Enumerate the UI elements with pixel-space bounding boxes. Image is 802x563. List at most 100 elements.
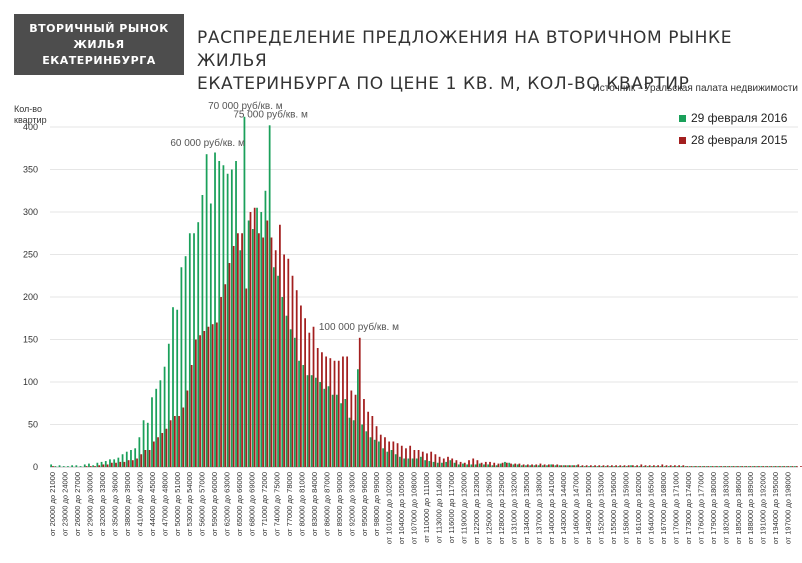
bar-2016 xyxy=(176,309,179,467)
bar-2016 xyxy=(588,466,590,467)
bar-2016 xyxy=(529,465,532,467)
x-tick-label: от 26000 до 27000 xyxy=(73,472,82,536)
bar-2016 xyxy=(285,315,288,467)
bar-2016 xyxy=(352,420,355,467)
bar-2016 xyxy=(205,154,208,467)
bar-2016 xyxy=(722,466,725,467)
bar-2015 xyxy=(220,297,222,467)
bar-2016 xyxy=(138,437,141,467)
x-tick-label: от 149000 до 150000 xyxy=(584,472,593,544)
bar-2015 xyxy=(346,356,349,467)
x-tick-label: от 77000 до 78000 xyxy=(285,472,294,536)
bar-2016 xyxy=(575,465,578,467)
bar-2016 xyxy=(142,420,145,467)
bar-2016 xyxy=(365,431,368,467)
bar-2016 xyxy=(146,422,149,467)
bar-2016 xyxy=(499,463,502,467)
bar-2016 xyxy=(62,466,65,467)
legend-swatch-2016 xyxy=(679,114,686,122)
bar-2015 xyxy=(279,224,281,467)
bar-2015 xyxy=(400,445,403,467)
bar-2015 xyxy=(484,461,487,467)
legend-label-2015: 28 февраля 2015 xyxy=(691,133,788,147)
bar-2015 xyxy=(682,465,685,467)
bar-2016 xyxy=(516,464,519,467)
bar-2016 xyxy=(50,464,53,467)
bar-2016 xyxy=(478,463,481,467)
bar-2016 xyxy=(764,466,767,467)
bar-2016 xyxy=(298,360,300,467)
bar-2015 xyxy=(451,458,454,467)
bar-2015 xyxy=(384,437,386,467)
bar-2015 xyxy=(762,466,765,467)
bar-2015 xyxy=(510,463,512,467)
bar-2015 xyxy=(253,207,256,467)
bar-2016 xyxy=(512,464,515,467)
annotation-label: 100 000 руб/кв. м xyxy=(319,321,399,333)
bar-2015 xyxy=(552,464,554,467)
bar-2015 xyxy=(52,466,54,467)
bar-2015 xyxy=(505,462,508,467)
y-tick-label: 0 xyxy=(33,462,38,472)
bar-2016 xyxy=(243,116,246,468)
bar-2016 xyxy=(773,466,775,467)
bar-2016 xyxy=(449,460,452,467)
x-tick-label: от 143000 до 144000 xyxy=(559,472,568,544)
x-tick-label: от 47000 до 48000 xyxy=(160,472,169,536)
bar-2016 xyxy=(600,466,603,467)
bar-2016 xyxy=(436,462,439,467)
bar-2015 xyxy=(472,458,475,467)
bar-2016 xyxy=(369,437,372,467)
bar-2015 xyxy=(501,462,504,467)
x-tick-label: от 80000 до 81000 xyxy=(297,472,306,536)
bar-2015 xyxy=(358,337,361,467)
bar-2016 xyxy=(676,466,679,467)
x-tick-label: от 50000 до 51000 xyxy=(173,472,182,536)
bar-2016 xyxy=(390,450,393,467)
bar-2016 xyxy=(239,250,242,467)
bar-2015 xyxy=(526,464,529,467)
bar-2015 xyxy=(371,416,374,467)
x-tick-label: от 29000 до 30000 xyxy=(86,472,95,536)
bar-2015 xyxy=(657,465,659,467)
bar-2016 xyxy=(680,466,683,467)
bar-2016 xyxy=(336,394,338,467)
bar-2015 xyxy=(547,464,550,467)
bar-2015 xyxy=(535,464,538,467)
bar-2016 xyxy=(567,465,569,467)
bar-2015 xyxy=(665,465,668,467)
bar-2016 xyxy=(394,454,397,467)
bar-2016 xyxy=(184,256,187,467)
bar-2015 xyxy=(489,461,491,467)
bar-2016 xyxy=(134,448,137,467)
bar-2016 xyxy=(188,233,191,467)
x-tick-label: от 74000 до 75000 xyxy=(273,472,282,536)
bar-2016 xyxy=(382,448,384,467)
bar-2016 xyxy=(609,466,611,467)
bar-2015 xyxy=(707,466,710,467)
bar-2016 xyxy=(546,465,548,467)
bar-2016 xyxy=(697,466,700,467)
bar-2016 xyxy=(378,441,380,467)
x-tick-label: от 113000 до 114000 xyxy=(435,472,444,543)
bar-2016 xyxy=(533,465,536,467)
bar-2016 xyxy=(441,462,443,467)
bar-2015 xyxy=(283,254,285,467)
bar-2016 xyxy=(705,466,708,467)
x-tick-label: от 194000 до 195000 xyxy=(771,472,780,544)
bar-2016 xyxy=(760,466,763,467)
bar-2015 xyxy=(148,450,151,467)
bar-2016 xyxy=(462,463,464,467)
bar-2015 xyxy=(632,465,634,467)
bar-2015 xyxy=(556,464,559,467)
bar-2015 xyxy=(409,445,412,467)
bar-2015 xyxy=(392,441,395,467)
bar-2016 xyxy=(638,466,641,467)
bar-2015 xyxy=(531,464,533,467)
bar-2015 xyxy=(186,390,189,467)
bar-2015 xyxy=(564,465,567,467)
bar-2016 xyxy=(172,307,174,467)
y-tick-label: 150 xyxy=(23,335,38,345)
bar-2015 xyxy=(745,466,748,467)
